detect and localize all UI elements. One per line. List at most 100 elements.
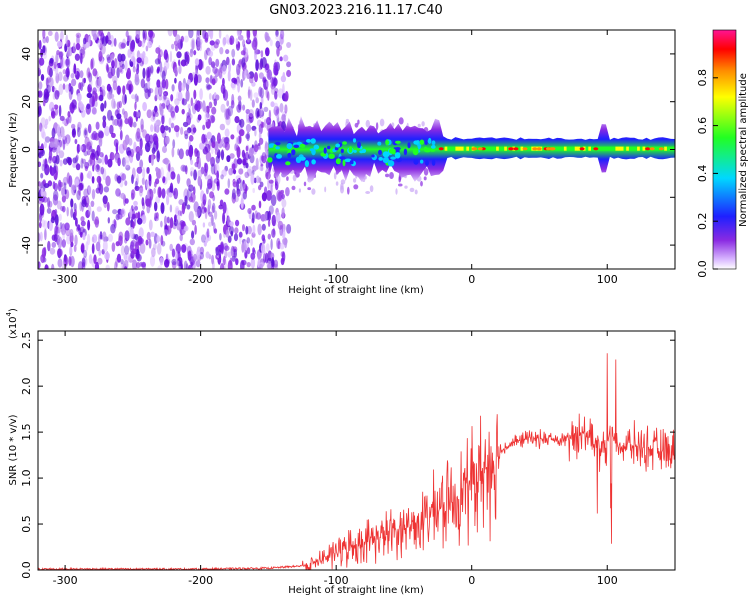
signal-blob — [348, 146, 353, 153]
noise-blob — [161, 115, 165, 125]
noise-blob — [59, 222, 63, 230]
noise-blob — [70, 207, 74, 218]
noise-blob — [164, 259, 170, 268]
noise-blob — [246, 262, 251, 268]
noise-blob — [279, 33, 284, 46]
noise-blob — [236, 63, 241, 76]
noise-blob — [117, 213, 123, 220]
noise-blob — [85, 209, 91, 219]
noise-blob — [120, 245, 125, 256]
noise-blob — [151, 147, 156, 155]
noise-blob — [123, 253, 128, 261]
noise-blob — [128, 84, 132, 95]
noise-blob — [63, 255, 69, 267]
noise-blob — [168, 185, 173, 195]
signal-blob — [287, 152, 292, 158]
noise-blob — [230, 230, 234, 237]
signal-blob — [313, 144, 320, 150]
core-cell — [528, 146, 532, 151]
scatter-blob — [423, 176, 427, 181]
noise-blob — [116, 253, 122, 263]
noise-blob — [224, 249, 228, 259]
noise-blob — [99, 86, 103, 92]
noise-blob — [174, 125, 180, 133]
signal-blob — [429, 148, 436, 152]
noise-blob — [259, 87, 265, 99]
noise-blob — [53, 61, 57, 70]
noise-blob — [118, 143, 125, 154]
noise-blob — [107, 39, 112, 45]
noise-blob — [79, 182, 85, 191]
noise-blob — [49, 247, 56, 255]
noise-blob — [53, 190, 59, 201]
noise-blob — [118, 231, 124, 241]
noise-blob — [205, 77, 210, 84]
scatter-blob — [292, 174, 297, 182]
noise-blob — [178, 64, 182, 75]
scatter-blob — [353, 178, 357, 183]
noise-blob — [38, 57, 45, 66]
noise-blob — [185, 149, 189, 157]
noise-blob — [227, 105, 233, 117]
core-cell — [653, 146, 657, 151]
noise-blob — [134, 102, 137, 111]
noise-blob — [132, 121, 137, 128]
noise-blob — [182, 165, 188, 173]
core-cell — [566, 146, 570, 151]
noise-blob — [276, 237, 281, 250]
noise-blob — [162, 176, 166, 184]
noise-blob — [60, 30, 64, 39]
scatter-blob — [280, 189, 285, 195]
noise-blob — [118, 100, 123, 109]
noise-blob — [236, 179, 240, 191]
noise-blob — [72, 162, 77, 168]
noise-blob — [177, 210, 182, 216]
signal-blob — [378, 149, 382, 155]
noise-blob — [222, 142, 228, 148]
noise-blob — [88, 254, 93, 264]
noise-blob — [193, 50, 197, 56]
noise-blob — [215, 58, 220, 68]
noise-blob — [193, 169, 198, 181]
noise-blob — [139, 185, 144, 194]
noise-blob — [178, 260, 183, 269]
noise-blob — [120, 209, 125, 215]
noise-blob — [281, 198, 287, 208]
noise-blob — [170, 171, 176, 180]
colorbar-ticks: 0.0 0.2 0.4 0.6 0.8 — [696, 69, 718, 278]
noise-blob — [211, 78, 216, 86]
noise-blob — [215, 155, 220, 164]
noise-blob — [109, 124, 114, 135]
noise-blob — [216, 170, 220, 181]
noise-blob — [97, 86, 101, 92]
noise-blob — [218, 204, 224, 210]
x-tick-label: 0 — [468, 273, 475, 286]
noise-blob — [57, 258, 63, 268]
noise-blob — [188, 196, 194, 203]
signal-blob — [424, 140, 428, 145]
noise-blob — [49, 141, 55, 148]
core-cell — [618, 146, 622, 151]
core-cell — [496, 146, 500, 151]
noise-blob — [227, 235, 232, 243]
noise-blob — [134, 72, 139, 83]
core-cell — [577, 146, 581, 151]
noise-blob — [183, 260, 188, 269]
noise-blob — [203, 168, 208, 177]
noise-blob — [160, 124, 166, 134]
core-cell — [634, 146, 638, 151]
noise-blob — [80, 242, 85, 251]
noise-blob — [254, 72, 258, 83]
signal-blob — [371, 154, 375, 158]
noise-blob — [213, 98, 217, 107]
noise-blob — [130, 148, 135, 158]
noise-blob — [190, 170, 193, 177]
noise-blob — [212, 202, 216, 213]
noise-blob — [68, 256, 72, 266]
noise-blob — [194, 58, 200, 66]
noise-blob — [91, 105, 97, 115]
noise-blob — [142, 51, 146, 59]
noise-blob — [155, 196, 161, 204]
noise-blob — [38, 151, 42, 159]
signal-blob — [394, 152, 401, 159]
